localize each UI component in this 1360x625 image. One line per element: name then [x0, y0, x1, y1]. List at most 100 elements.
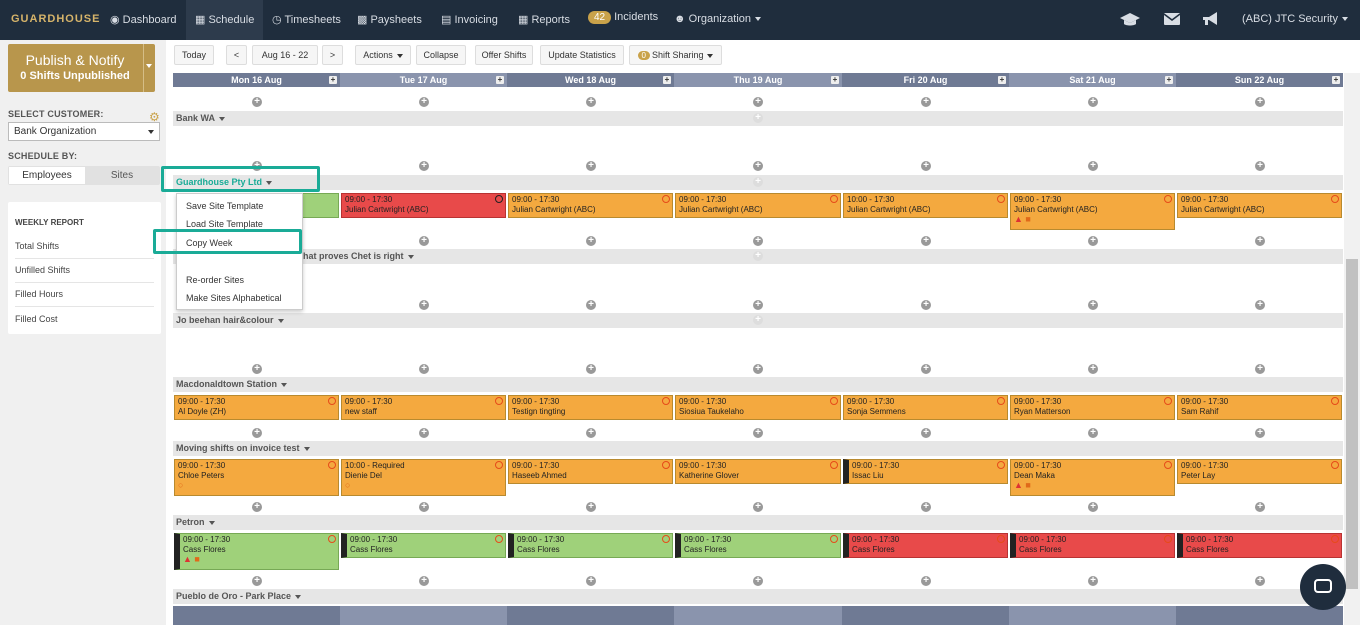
prev-week-button[interactable]: <: [226, 45, 247, 65]
add-shift-icon[interactable]: +: [1255, 502, 1265, 512]
add-shift-icon[interactable]: +: [921, 300, 931, 310]
add-shift-icon[interactable]: +: [586, 236, 596, 246]
add-shift-icon[interactable]: +: [252, 576, 262, 586]
add-shift-icon[interactable]: +: [586, 428, 596, 438]
add-shift-icon[interactable]: +: [921, 161, 931, 171]
scrollbar-thumb[interactable]: [1346, 259, 1358, 589]
graduation-cap-icon[interactable]: [1120, 12, 1140, 28]
site-row-pueblo[interactable]: Pueblo de Oro - Park Place: [173, 589, 1343, 604]
add-shift-icon[interactable]: +: [252, 364, 262, 374]
publish-dropdown-toggle[interactable]: [143, 44, 155, 92]
collapse-button[interactable]: Collapse: [416, 45, 466, 65]
shift-card[interactable]: 09:00 - 17:30 Siosiua Taukelaho: [675, 395, 841, 420]
expand-day-icon[interactable]: +: [496, 75, 504, 84]
add-shift-icon[interactable]: +: [753, 177, 763, 187]
menu-make-sites-alphabetical[interactable]: Make Sites Alphabetical: [186, 293, 282, 303]
nav-dashboard[interactable]: ◉ Dashboard: [110, 14, 177, 26]
add-shift-icon[interactable]: +: [1255, 428, 1265, 438]
add-shift-icon[interactable]: +: [1255, 236, 1265, 246]
shift-card[interactable]: 09:00 - 17:30 Julian Cartwright (ABC): [1177, 193, 1342, 218]
menu-load-site-template[interactable]: Load Site Template: [186, 219, 263, 229]
shift-card[interactable]: 09:00 - 17:30 Julian Cartwright (ABC): [675, 193, 841, 218]
shift-card[interactable]: 09:00 - 17:30 Testign tingting: [508, 395, 673, 420]
shift-card[interactable]: 09:00 - 17:30 Sam Rahif: [1177, 395, 1342, 420]
add-shift-icon[interactable]: +: [1255, 300, 1265, 310]
shift-card[interactable]: 09:00 - 17:30 Julian Cartwright (ABC): [341, 193, 506, 218]
site-row-macdonaldtown[interactable]: Macdonaldtown Station: [173, 377, 1343, 392]
shift-card[interactable]: 09:00 - 17:30 Cass Flores: [675, 533, 841, 558]
shift-card[interactable]: 09:00 - 17:30 Cass Flores: [1177, 533, 1342, 558]
shift-card[interactable]: 09:00 - 17:30 Haseeb Ahmed: [508, 459, 673, 484]
add-shift-icon[interactable]: +: [921, 502, 931, 512]
shift-card[interactable]: 09:00 - 17:30 Cass Flores: [341, 533, 506, 558]
schedule-by-sites[interactable]: Sites: [110, 170, 134, 181]
add-shift-icon[interactable]: +: [753, 315, 763, 325]
shift-card[interactable]: 09:00 - 17:30 Cass Flores: [508, 533, 673, 558]
shift-card[interactable]: 09:00 - 17:30 Sonja Semmens: [843, 395, 1008, 420]
chat-support-button[interactable]: [1300, 564, 1346, 610]
expand-day-icon[interactable]: +: [1165, 75, 1173, 84]
nav-schedule[interactable]: ▦ Schedule: [186, 0, 264, 40]
guardhouse-logo[interactable]: GUARDHOUSE: [11, 13, 101, 25]
shift-card[interactable]: 09:00 - 17:30 Issac Liu: [843, 459, 1008, 484]
actions-dropdown[interactable]: Actions: [355, 45, 411, 65]
add-shift-icon[interactable]: +: [586, 576, 596, 586]
menu-save-site-template[interactable]: Save Site Template: [186, 201, 264, 211]
add-shift-icon[interactable]: +: [1088, 236, 1098, 246]
shift-card[interactable]: 09:00 - 17:30 Cass Flores: [1010, 533, 1175, 558]
add-shift-icon[interactable]: +: [753, 97, 763, 107]
expand-day-icon[interactable]: +: [329, 75, 337, 84]
add-shift-icon[interactable]: +: [753, 300, 763, 310]
bullhorn-icon[interactable]: [1203, 12, 1219, 26]
expand-day-icon[interactable]: +: [663, 75, 671, 84]
add-shift-icon[interactable]: +: [753, 251, 763, 261]
add-shift-icon[interactable]: +: [419, 576, 429, 586]
add-shift-icon[interactable]: +: [586, 97, 596, 107]
add-shift-icon[interactable]: +: [921, 236, 931, 246]
add-shift-icon[interactable]: +: [1255, 576, 1265, 586]
publish-notify-button[interactable]: Publish & Notify 0 Shifts Unpublished: [8, 44, 155, 92]
add-shift-icon[interactable]: +: [753, 236, 763, 246]
add-shift-icon[interactable]: +: [419, 428, 429, 438]
customer-select[interactable]: Bank Organization: [8, 122, 160, 141]
shift-card[interactable]: 09:00 - 17:30 Julian Cartwright (ABC): [508, 193, 673, 218]
update-statistics-button[interactable]: Update Statistics: [540, 45, 624, 65]
expand-day-icon[interactable]: +: [831, 75, 839, 84]
add-shift-icon[interactable]: +: [753, 364, 763, 374]
add-shift-icon[interactable]: +: [1088, 300, 1098, 310]
nav-paysheets[interactable]: ▩ Paysheets: [357, 14, 422, 26]
next-week-button[interactable]: >: [322, 45, 343, 65]
nav-timesheets[interactable]: ◷ Timesheets: [272, 14, 341, 26]
shift-card-partial[interactable]: [296, 193, 339, 218]
shift-card[interactable]: 10:00 - 17:30 Julian Cartwright (ABC): [843, 193, 1008, 218]
expand-day-icon[interactable]: +: [1332, 75, 1340, 84]
add-shift-icon[interactable]: +: [921, 428, 931, 438]
add-shift-icon[interactable]: +: [753, 428, 763, 438]
today-button[interactable]: Today: [174, 45, 214, 65]
offer-shifts-button[interactable]: Offer Shifts: [475, 45, 533, 65]
add-shift-icon[interactable]: +: [419, 300, 429, 310]
menu-reorder-sites[interactable]: Re-order Sites: [186, 275, 245, 285]
site-row-moving-shifts[interactable]: Moving shifts on invoice test: [173, 441, 1343, 456]
shift-card[interactable]: 09:00 - 17:30 Katherine Glover: [675, 459, 841, 484]
account-menu[interactable]: (ABC) JTC Security: [1242, 13, 1348, 25]
shift-card[interactable]: 09:00 - 17:30 Al Doyle (ZH): [174, 395, 339, 420]
gear-icon[interactable]: ⚙: [149, 110, 160, 124]
shift-card[interactable]: 09:00 - 17:30 Ryan Matterson: [1010, 395, 1175, 420]
nav-organization[interactable]: ☻ Organization: [674, 13, 762, 25]
shift-card[interactable]: 10:00 - Required Dienie Del ○: [341, 459, 506, 496]
envelope-icon[interactable]: [1164, 13, 1180, 25]
nav-invoicing[interactable]: ▤ Invoicing: [441, 14, 498, 26]
schedule-by-employees[interactable]: Employees: [9, 167, 85, 184]
add-shift-icon[interactable]: +: [753, 576, 763, 586]
shift-card[interactable]: 09:00 - 17:30 Chloe Peters ○: [174, 459, 339, 496]
shift-card[interactable]: 09:00 - 17:30 Peter Lay: [1177, 459, 1342, 484]
shift-card[interactable]: 09:00 - 17:30 Cass Flores ▲ ■: [174, 533, 339, 570]
add-shift-icon[interactable]: +: [252, 428, 262, 438]
add-shift-icon[interactable]: +: [586, 300, 596, 310]
shift-card[interactable]: 09:00 - 17:30 Cass Flores: [843, 533, 1008, 558]
nav-reports[interactable]: ▦ Reports: [518, 14, 570, 26]
add-shift-icon[interactable]: +: [1088, 576, 1098, 586]
add-shift-icon[interactable]: +: [419, 236, 429, 246]
add-shift-icon[interactable]: +: [753, 113, 763, 123]
